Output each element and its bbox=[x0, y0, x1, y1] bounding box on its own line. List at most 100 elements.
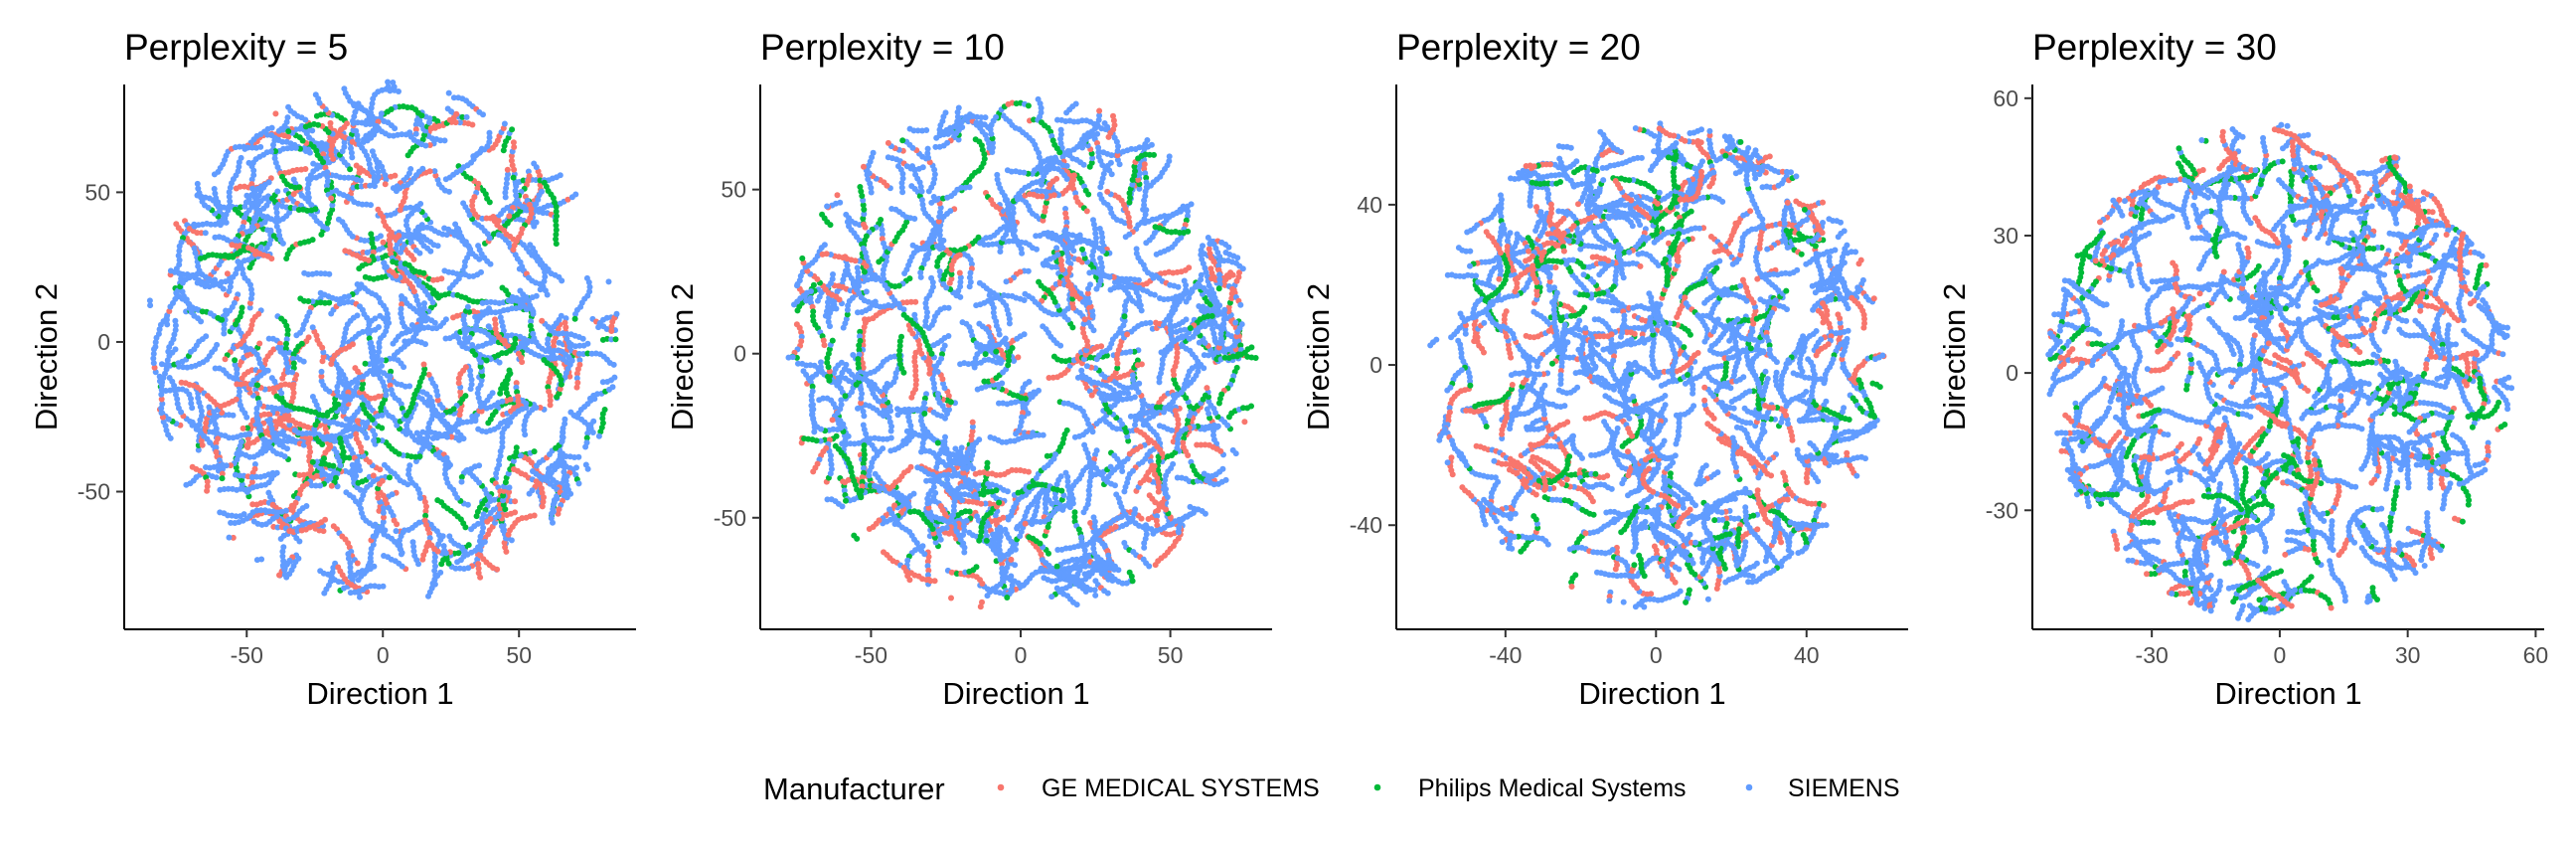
scatter-point bbox=[572, 191, 579, 198]
scatter-point bbox=[1039, 181, 1046, 188]
scatter-point bbox=[551, 343, 557, 350]
x-tick-label: -50 bbox=[231, 642, 263, 668]
scatter-point bbox=[1021, 331, 1028, 338]
scatter-point bbox=[447, 461, 453, 468]
scatter-point bbox=[605, 278, 612, 285]
scatter-point bbox=[880, 445, 886, 452]
scatter-point bbox=[203, 333, 210, 340]
scatter-point bbox=[324, 413, 331, 419]
scatter-point bbox=[523, 405, 530, 412]
scatter-point bbox=[234, 381, 241, 388]
scatter-point bbox=[541, 357, 548, 363]
scatter-point bbox=[442, 176, 449, 183]
scatter-point bbox=[410, 256, 417, 262]
scatter-point bbox=[173, 221, 180, 228]
scatter-point bbox=[977, 603, 984, 610]
scatter-point bbox=[230, 412, 237, 419]
scatter-point bbox=[306, 443, 313, 450]
scatter-point bbox=[392, 125, 399, 132]
scatter-point bbox=[367, 395, 374, 402]
scatter-point bbox=[257, 244, 264, 251]
scatter-point bbox=[221, 325, 228, 332]
scatter-point bbox=[469, 348, 476, 355]
scatter-point bbox=[372, 431, 379, 438]
scatter-point bbox=[419, 165, 426, 172]
scatter-point bbox=[420, 361, 427, 368]
scatter-point bbox=[312, 91, 319, 98]
scatter-point bbox=[146, 297, 153, 304]
scatter-point bbox=[273, 469, 280, 476]
scatter-point bbox=[393, 528, 400, 535]
scatter-point bbox=[512, 498, 519, 505]
scatter-point bbox=[306, 453, 313, 459]
scatter-point bbox=[497, 390, 504, 397]
panel-title: Perplexity = 10 bbox=[760, 27, 1005, 68]
scatter-point bbox=[296, 538, 303, 545]
x-tick-label: 0 bbox=[377, 642, 390, 668]
scatter-point bbox=[394, 521, 401, 528]
scatter-point bbox=[498, 318, 505, 325]
scatter-point bbox=[526, 490, 533, 497]
scatter-point bbox=[567, 409, 574, 416]
scatter-point bbox=[453, 110, 460, 117]
scatter-point bbox=[510, 139, 517, 146]
scatter-point bbox=[309, 237, 316, 244]
scatter-point bbox=[352, 365, 359, 372]
scatter-point bbox=[539, 503, 546, 510]
scatter-point bbox=[379, 477, 386, 484]
scatter-point bbox=[276, 415, 283, 422]
scatter-point bbox=[582, 443, 589, 450]
scatter-point bbox=[371, 437, 378, 444]
scatter-point bbox=[268, 375, 275, 382]
scatter-point bbox=[505, 297, 512, 304]
scatter-point bbox=[183, 481, 190, 488]
scatter-point bbox=[541, 179, 548, 186]
scatter-point bbox=[354, 281, 361, 287]
scatter-point bbox=[412, 121, 419, 128]
scatter-point bbox=[425, 371, 432, 378]
scatter-point bbox=[379, 412, 386, 419]
scatter-point bbox=[531, 448, 538, 455]
scatter-point bbox=[290, 176, 297, 183]
scatter-point bbox=[478, 268, 484, 275]
scatter-point bbox=[611, 374, 618, 381]
scatter-point bbox=[172, 346, 179, 353]
scatter-point bbox=[358, 505, 364, 512]
scatter-point bbox=[502, 194, 509, 201]
scatter-point bbox=[239, 304, 245, 311]
scatter-point bbox=[221, 321, 228, 328]
scatter-point bbox=[563, 315, 569, 322]
panel-title: Perplexity = 5 bbox=[124, 27, 348, 68]
scatter-point bbox=[455, 335, 462, 342]
scatter-point bbox=[232, 357, 239, 364]
scatter-point bbox=[460, 200, 467, 207]
scatter-point bbox=[228, 519, 235, 526]
scatter-point bbox=[1025, 102, 1032, 109]
scatter-point bbox=[392, 172, 399, 179]
scatter-point bbox=[410, 288, 417, 295]
y-tick-label: 50 bbox=[84, 179, 110, 205]
scatter-point bbox=[212, 276, 219, 283]
scatter-point bbox=[497, 314, 504, 321]
scatter-point bbox=[304, 176, 311, 183]
scatter-point bbox=[480, 524, 487, 531]
scatter-point bbox=[318, 368, 325, 375]
scatter-point bbox=[1148, 141, 1155, 148]
scatter-point bbox=[305, 334, 312, 341]
scatter-point bbox=[335, 564, 342, 571]
scatter-point bbox=[934, 262, 941, 269]
scatter-point bbox=[519, 359, 526, 366]
scatter-point bbox=[533, 292, 540, 299]
scatter-point bbox=[496, 359, 503, 366]
scatter-point bbox=[335, 216, 342, 223]
scatter-point bbox=[563, 370, 569, 377]
scatter-point bbox=[322, 426, 329, 432]
scatter-point bbox=[222, 356, 229, 363]
scatter-point bbox=[470, 153, 477, 160]
scatter-point bbox=[226, 534, 233, 541]
scatter-point bbox=[320, 435, 327, 442]
scatter-point bbox=[539, 317, 546, 324]
scatter-point bbox=[406, 129, 413, 136]
